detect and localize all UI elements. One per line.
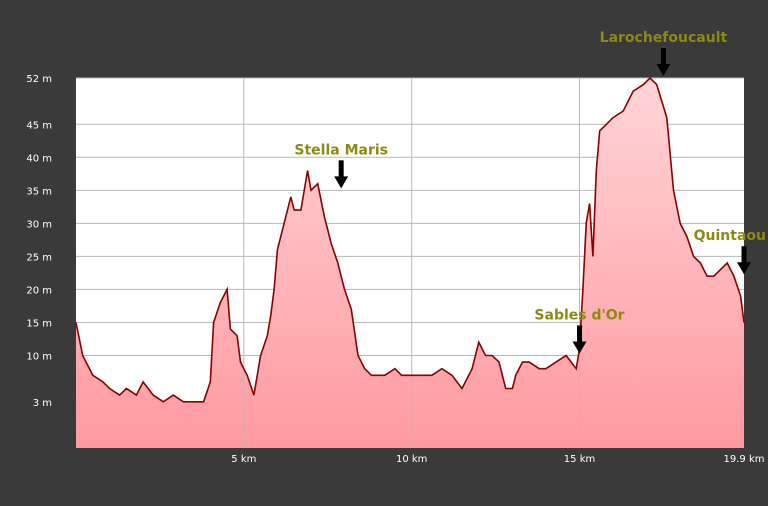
y-tick-label: 52 m bbox=[26, 74, 52, 85]
y-tick-label: 30 m bbox=[26, 219, 52, 230]
x-axis-ticks: 5 km 10 km 15 km 19.9 km bbox=[231, 454, 764, 465]
y-axis-ticks: 52 m 45 m 40 m 35 m 30 m 25 m 20 m 15 m 10 m 3 m bbox=[26, 74, 52, 409]
poi-arrow-shaft bbox=[660, 48, 666, 66]
x-tick-label: 5 km bbox=[231, 454, 256, 465]
y-tick-label: 3 m bbox=[33, 398, 52, 409]
poi-arrow-icon bbox=[572, 341, 587, 354]
poi-label: Quintaou bbox=[694, 228, 766, 244]
elevation-line bbox=[75, 76, 745, 403]
poi-label: Larochefoucault bbox=[600, 30, 728, 46]
poi-annotation: Quintaou bbox=[694, 228, 766, 275]
poi-arrow-icon bbox=[334, 176, 349, 189]
poi-label: Sables d'Or bbox=[534, 308, 624, 324]
poi-annotations: Stella Maris Sables d'Or Larochefoucault Qu… bbox=[294, 30, 766, 354]
poi-annotation: Sables d'Or bbox=[534, 308, 625, 354]
x-tick-label: 19.9 km bbox=[724, 454, 765, 465]
y-tick-label: 20 m bbox=[26, 285, 52, 296]
x-tick-label: 15 km bbox=[564, 454, 595, 465]
y-tick-label: 15 m bbox=[26, 318, 52, 329]
poi-arrow-icon bbox=[737, 262, 751, 275]
poi-annotation: Stella Maris bbox=[294, 142, 388, 189]
y-tick-label: 10 m bbox=[26, 352, 52, 363]
vertical-grid-lines bbox=[243, 78, 581, 448]
x-tick-label: 10 km bbox=[396, 454, 427, 465]
poi-label: Stella Maris bbox=[294, 142, 388, 158]
y-tick-label: 25 m bbox=[26, 252, 52, 263]
elevation-area bbox=[76, 78, 744, 448]
poi-arrow-icon bbox=[656, 64, 671, 76]
poi-annotation: Larochefoucault bbox=[600, 30, 728, 76]
poi-arrow-shaft bbox=[577, 325, 583, 344]
y-tick-label: 35 m bbox=[26, 186, 52, 197]
poi-arrow-shaft bbox=[338, 160, 344, 179]
poi-arrow-shaft bbox=[741, 246, 747, 265]
y-tick-label: 40 m bbox=[26, 153, 52, 164]
y-tick-label: 45 m bbox=[26, 120, 52, 131]
